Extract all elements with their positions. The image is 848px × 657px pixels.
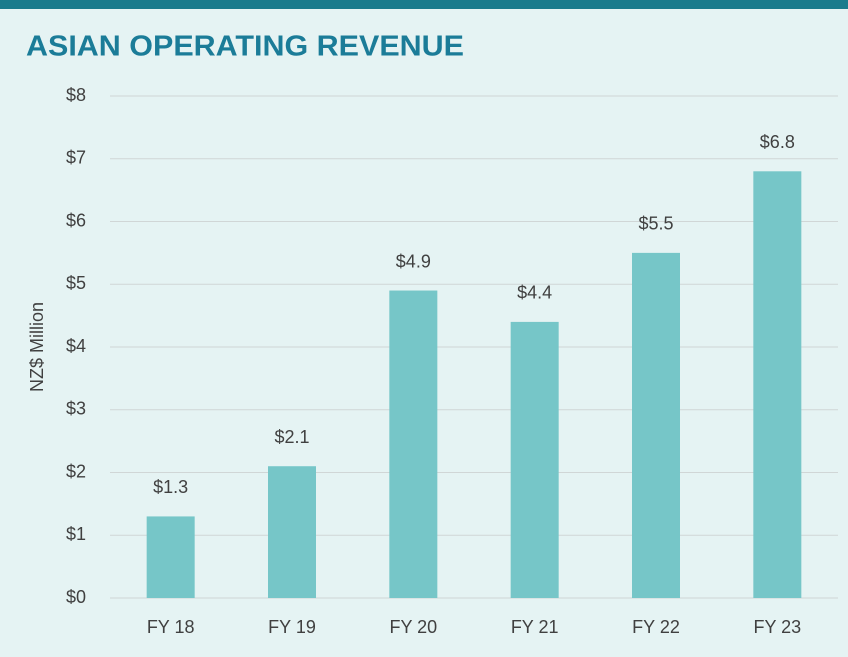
x-tick-label: FY 19 bbox=[268, 617, 316, 637]
y-axis-label: NZ$ Million bbox=[27, 302, 47, 392]
y-tick-label: $4 bbox=[66, 336, 86, 356]
bar bbox=[510, 321, 559, 598]
bar bbox=[146, 516, 195, 598]
data-label: $6.8 bbox=[760, 132, 795, 152]
x-tick-label: FY 23 bbox=[753, 617, 801, 637]
x-tick-label: FY 22 bbox=[632, 617, 680, 637]
data-label: $1.3 bbox=[153, 477, 188, 497]
data-label: $2.1 bbox=[274, 427, 309, 447]
y-tick-label: $1 bbox=[66, 524, 86, 544]
y-tick-label: $3 bbox=[66, 399, 86, 419]
x-tick-label: FY 20 bbox=[389, 617, 437, 637]
top-border bbox=[0, 0, 848, 9]
y-tick-label: $6 bbox=[66, 210, 86, 230]
bar bbox=[389, 290, 438, 598]
y-tick-label: $7 bbox=[66, 148, 86, 168]
bar bbox=[753, 171, 802, 599]
data-label: $4.4 bbox=[517, 283, 552, 303]
y-tick-label: $2 bbox=[66, 461, 86, 481]
data-label: $5.5 bbox=[638, 214, 673, 234]
y-tick-label: $0 bbox=[66, 587, 86, 607]
bar bbox=[268, 466, 316, 598]
chart-title: ASIAN OPERATING REVENUE bbox=[26, 31, 464, 63]
y-tick-label: $5 bbox=[66, 273, 86, 293]
y-tick-label: $8 bbox=[66, 85, 86, 105]
bar bbox=[632, 252, 680, 598]
data-label: $4.9 bbox=[396, 251, 431, 271]
x-tick-label: FY 18 bbox=[147, 617, 195, 637]
x-tick-label: FY 21 bbox=[511, 617, 559, 637]
